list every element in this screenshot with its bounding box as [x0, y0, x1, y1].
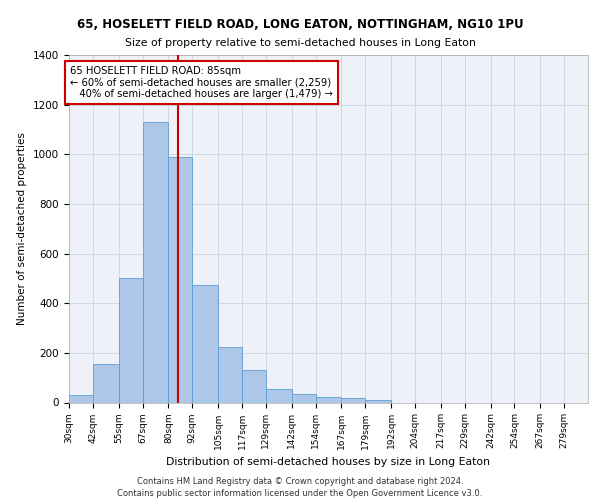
Bar — [266, 389, 292, 402]
Bar — [93, 364, 119, 403]
Bar — [292, 394, 316, 402]
Bar — [143, 122, 169, 402]
Bar — [316, 397, 341, 402]
X-axis label: Distribution of semi-detached houses by size in Long Eaton: Distribution of semi-detached houses by … — [167, 457, 491, 467]
Text: Size of property relative to semi-detached houses in Long Eaton: Size of property relative to semi-detach… — [125, 38, 475, 48]
Text: 65 HOSELETT FIELD ROAD: 85sqm
← 60% of semi-detached houses are smaller (2,259)
: 65 HOSELETT FIELD ROAD: 85sqm ← 60% of s… — [70, 66, 333, 100]
Bar — [365, 400, 391, 402]
Bar — [119, 278, 143, 402]
Text: Contains public sector information licensed under the Open Government Licence v3: Contains public sector information licen… — [118, 488, 482, 498]
Bar — [192, 284, 218, 403]
Bar — [69, 395, 93, 402]
Bar — [169, 157, 192, 402]
Bar — [242, 370, 266, 402]
Bar — [341, 398, 365, 402]
Y-axis label: Number of semi-detached properties: Number of semi-detached properties — [17, 132, 28, 325]
Text: 65, HOSELETT FIELD ROAD, LONG EATON, NOTTINGHAM, NG10 1PU: 65, HOSELETT FIELD ROAD, LONG EATON, NOT… — [77, 18, 523, 30]
Bar — [218, 346, 242, 403]
Text: Contains HM Land Registry data © Crown copyright and database right 2024.: Contains HM Land Registry data © Crown c… — [137, 477, 463, 486]
